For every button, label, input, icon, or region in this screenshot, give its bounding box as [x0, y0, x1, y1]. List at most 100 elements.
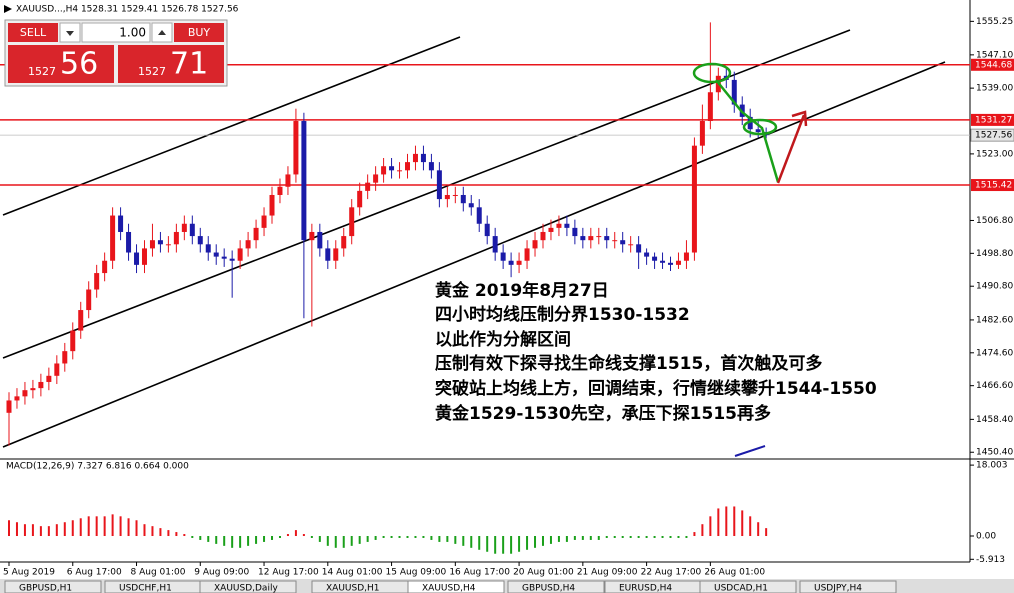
candle-body — [540, 231, 546, 241]
tab-label: USDCAD,H1 — [714, 584, 768, 593]
macd-bar — [334, 536, 337, 548]
macd-bar — [637, 536, 640, 538]
y-tick-label: 1450.40 — [976, 448, 1013, 458]
macd-bar — [278, 536, 281, 538]
macd-bar — [8, 520, 10, 537]
macd-bar — [342, 536, 345, 548]
candle-body — [747, 116, 753, 130]
macd-bar — [462, 536, 465, 546]
candle-body — [628, 244, 634, 246]
ask-big: 71 — [170, 47, 208, 82]
level-label-bg — [971, 58, 1014, 71]
candle-body — [70, 330, 76, 352]
tab[interactable] — [699, 580, 797, 593]
macd-bar — [430, 536, 433, 540]
macd-bar — [446, 536, 449, 542]
macd-bar — [414, 536, 417, 538]
tab-label: GBPUSD,H4 — [522, 584, 575, 593]
macd-bar — [318, 536, 321, 542]
candle-body — [38, 381, 44, 389]
annotation-line: 四小时均线压制分界1530-1532 — [435, 304, 690, 325]
y-tick-label: 1490.80 — [976, 282, 1013, 292]
macd-bar — [119, 516, 122, 537]
macd-bar — [502, 536, 505, 554]
candle-body — [691, 145, 697, 253]
candle-body — [532, 240, 538, 249]
candle-body — [508, 260, 514, 265]
tab-label: XAUUSD,H1 — [326, 584, 380, 593]
tab[interactable] — [407, 580, 505, 593]
macd-bar — [510, 536, 513, 554]
candle-body — [755, 129, 761, 133]
macd-bar — [733, 506, 736, 537]
macd-bar — [741, 510, 744, 537]
candle-body — [731, 79, 737, 105]
collapse-icon[interactable] — [4, 5, 12, 13]
channel-line — [734, 445, 766, 457]
candle-body — [94, 273, 100, 290]
candle-body — [6, 400, 12, 413]
bid-box[interactable] — [8, 45, 114, 83]
candle-body — [78, 310, 84, 331]
macd-bar — [709, 516, 712, 537]
channel-line — [2, 61, 946, 448]
x-tick-label: 21 Aug 09:00 — [577, 568, 638, 578]
highlight-ellipse — [692, 62, 732, 84]
macd-bar — [310, 536, 313, 538]
macd-bar — [398, 536, 401, 538]
macd-bar — [541, 536, 544, 546]
macd-bar — [390, 536, 393, 538]
candle-body — [492, 236, 498, 253]
macd-bar — [286, 534, 289, 537]
y-tick-label: 1555.25 — [976, 17, 1013, 27]
candle-body — [660, 260, 666, 263]
candle-body — [22, 390, 28, 397]
macd-bar — [573, 536, 576, 540]
macd-bar — [366, 536, 369, 542]
candle-body — [157, 240, 163, 245]
macd-bar — [382, 536, 385, 538]
candle-body — [476, 207, 482, 224]
macd-bar — [111, 514, 114, 537]
macd-bar — [31, 524, 34, 537]
macd-bar — [677, 536, 680, 538]
level-label: 1531.27 — [975, 115, 1012, 125]
macd-bar — [207, 536, 210, 542]
macd-bar — [581, 536, 584, 540]
macd-bar — [247, 536, 250, 546]
candle-body — [484, 223, 490, 237]
x-tick-label: 15 Aug 09:00 — [386, 568, 447, 578]
macd-bar — [159, 528, 162, 537]
annotation-line: 突破站上均线上方，回调结束，行情继续攀升1544-1550 — [435, 378, 877, 399]
x-tick-label: 9 Aug 09:00 — [194, 568, 249, 578]
macd-bar — [693, 532, 696, 537]
macd-bar — [151, 526, 154, 537]
lot-input[interactable] — [81, 22, 151, 43]
candle-body — [707, 92, 713, 122]
macd-bar — [231, 536, 234, 548]
macd-bar — [605, 536, 608, 538]
macd-bar — [534, 536, 537, 548]
tab[interactable] — [507, 580, 605, 593]
buy-button[interactable] — [174, 23, 224, 42]
tab[interactable] — [799, 580, 897, 593]
macd-bar — [271, 536, 274, 540]
macd-bar — [239, 536, 242, 548]
y-tick-label: 1458.40 — [976, 415, 1013, 425]
candle-body — [444, 194, 450, 200]
ask-box[interactable] — [118, 45, 224, 83]
candle-body — [428, 162, 434, 171]
tab[interactable] — [199, 580, 297, 593]
sell-button[interactable] — [8, 23, 58, 42]
level-label: 1515.42 — [975, 181, 1012, 191]
candle-body — [468, 203, 474, 208]
macd-bar — [757, 522, 760, 537]
tab-label: EURUSD,H4 — [619, 584, 672, 593]
candle-body — [30, 388, 36, 391]
tab-label: USDCHF,H1 — [119, 584, 172, 593]
y-tick-label: 1506.80 — [976, 216, 1013, 226]
tab[interactable] — [4, 580, 102, 593]
macd-bar — [486, 536, 489, 552]
candle-body — [389, 166, 395, 171]
candle-body — [381, 166, 387, 175]
